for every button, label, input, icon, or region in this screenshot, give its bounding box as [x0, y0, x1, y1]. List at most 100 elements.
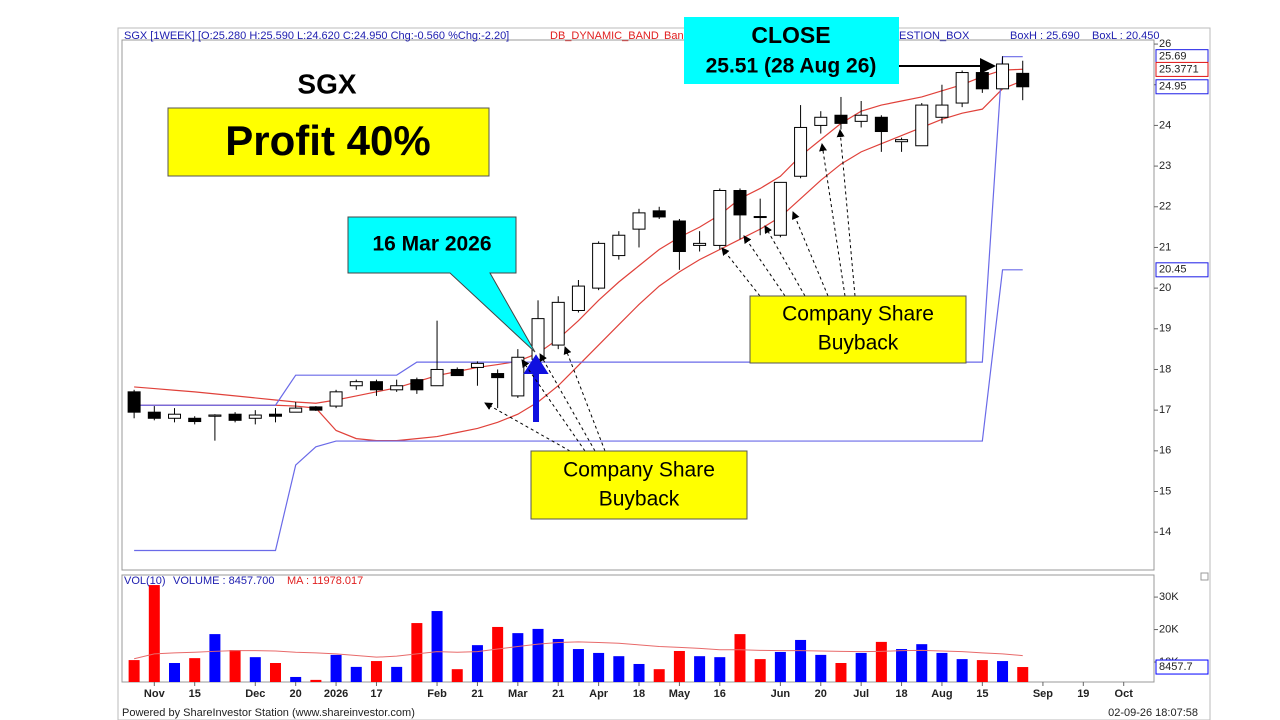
x-tick-label: Feb [427, 688, 447, 700]
price-label: 24.95 [1159, 81, 1187, 93]
x-tick-label: May [669, 688, 691, 700]
volume-bar [229, 650, 241, 682]
volume-bar [391, 666, 403, 682]
x-tick-label: 20 [290, 688, 302, 700]
x-tick-label: Jul [853, 688, 869, 700]
candle-body [410, 379, 424, 391]
candle-body [491, 373, 505, 379]
x-tick-label: Apr [589, 688, 609, 700]
volume-bar [310, 679, 322, 682]
volume-bar [633, 663, 645, 682]
y-tick-label: 19 [1159, 323, 1171, 335]
candle-body [248, 414, 262, 419]
boxl-label: BoxL : 20.450 [1092, 30, 1159, 42]
x-tick-label: Oct [1115, 688, 1134, 700]
price-label-box [1155, 61, 1209, 77]
x-tick-label: 17 [370, 688, 382, 700]
y-tick-label: 30K [1159, 591, 1179, 603]
y-tick-label: 18 [1159, 363, 1171, 375]
candle-body [733, 189, 747, 216]
close-icon[interactable] [1200, 572, 1209, 581]
buyback-text: Buyback [818, 332, 899, 355]
candle-body [713, 189, 727, 246]
footer-left: Powered by ShareInvestor Station (www.sh… [122, 707, 415, 719]
x-tick-label: 15 [976, 688, 988, 700]
y-tick-label: 20K [1159, 623, 1179, 635]
volume-bar [896, 649, 908, 682]
volume-bar [734, 634, 746, 682]
candle-body [147, 411, 161, 419]
candle-body [895, 139, 909, 143]
band-line [134, 269, 1023, 552]
volume-bar [1017, 667, 1029, 682]
volume-bar [189, 658, 201, 682]
volume-bar [269, 663, 281, 682]
volume-bar [350, 666, 362, 682]
volume-bar [532, 628, 544, 682]
candle-body [168, 413, 182, 419]
volume-bar [572, 649, 584, 682]
candle-body [349, 381, 363, 387]
close-box [684, 17, 899, 84]
candle-body [612, 234, 626, 257]
volume-bar [128, 660, 140, 682]
quote: SGX [1WEEK] [O:25.280 H:25.590 L:24.620 … [124, 30, 509, 42]
volume-bar [795, 639, 807, 682]
ma-label: MA : 11978.017 [287, 575, 363, 587]
y-tick-label: 22 [1159, 201, 1171, 213]
candle-body [854, 114, 868, 122]
footer-right: 02-09-26 18:07:58 [1108, 707, 1198, 719]
candle-body [773, 181, 787, 236]
frame [117, 27, 1211, 720]
candle-body [592, 242, 606, 289]
candle-body [955, 72, 969, 104]
y-tick-label: 15 [1159, 485, 1171, 497]
buyback-text: Buyback [599, 488, 680, 511]
x-tick-label: Mar [508, 688, 528, 700]
candle-body [996, 63, 1010, 90]
y-tick-label: 24 [1159, 119, 1171, 131]
volume-bar [916, 644, 928, 682]
candle-body [794, 126, 808, 177]
x-tick-label: Aug [931, 688, 952, 700]
vol-title: VOL(10) [124, 575, 166, 587]
ma-line [134, 641, 1023, 660]
volume-label: 8457.7 [1159, 661, 1193, 673]
volume-bar [653, 669, 665, 682]
x-tick-label: Jun [771, 688, 791, 700]
volume-bar [875, 641, 887, 682]
candle-body [874, 116, 888, 133]
candle-body [915, 104, 929, 147]
volume-bar [754, 659, 766, 682]
x-tick-label: Dec [245, 688, 265, 700]
y-tick-label: 21 [1159, 241, 1171, 253]
candle-body [470, 362, 484, 368]
candle-body [935, 104, 949, 118]
volume-bar [673, 650, 685, 682]
price-label-box [1155, 79, 1209, 95]
candle-body [652, 210, 666, 218]
buyback-text: Company Share [782, 303, 934, 326]
volume-bar [512, 633, 524, 682]
buyback-box [530, 450, 748, 520]
candle-body [571, 285, 585, 311]
volume-bar [290, 676, 302, 682]
candle-body [208, 414, 222, 417]
volume-bar [936, 652, 948, 682]
volume-bar [774, 651, 786, 682]
x-tick-label: 18 [633, 688, 645, 700]
volume-bar [552, 638, 564, 682]
price-label: 25.69 [1159, 51, 1187, 63]
volume-label-box [1155, 659, 1209, 675]
candle-body [551, 301, 565, 346]
band-line [134, 68, 1023, 404]
x-tick-label: 16 [714, 688, 726, 700]
candle-body [188, 417, 202, 423]
volume-bar [976, 660, 988, 682]
volume-bar [492, 626, 504, 682]
band-label: DB_DYNAMIC_BAND [550, 30, 659, 42]
candle-body [369, 381, 383, 391]
volume-bar [411, 623, 423, 682]
profit-box [167, 107, 490, 177]
price-label: 20.45 [1159, 264, 1187, 276]
